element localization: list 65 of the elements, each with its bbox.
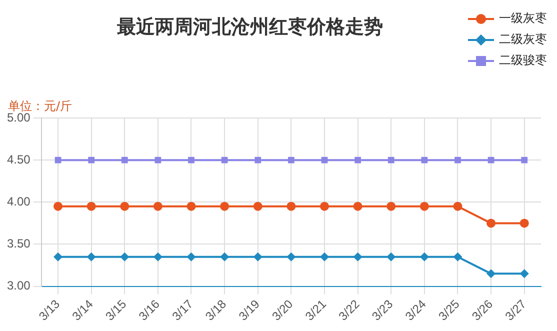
point [521,156,528,164]
point [454,156,461,164]
point [321,156,328,164]
x-tick-label: 3/21 [302,296,330,324]
point [88,156,94,164]
point [386,252,396,262]
x-tick-label: 3/24 [402,296,430,324]
point [86,202,96,211]
point [488,156,494,164]
point [353,202,362,211]
x-tick-label: 3/22 [336,296,362,324]
point [86,252,96,262]
point [320,202,329,211]
point [421,156,428,164]
y-tick-label: 3.50 [6,236,31,251]
point [186,252,196,262]
point [120,202,130,211]
x-tick-label: 3/19 [236,296,263,324]
chart-title: 最近两周河北沧州红枣价格走势 [116,15,384,40]
point [253,252,262,262]
point [54,202,63,211]
legend-label: 二级灰枣 [499,31,547,48]
point [286,202,296,211]
point [188,156,194,164]
point [520,218,529,228]
point [420,252,429,262]
legend-label: 一级灰枣 [499,10,547,27]
point [286,252,296,262]
point [54,156,62,164]
point [288,156,294,164]
x-tick-label: 3/20 [269,296,296,324]
point [453,252,462,262]
point [221,156,228,164]
point [54,252,63,262]
x-tick-label: 3/23 [369,296,396,324]
y-tick-label: 4.00 [6,194,31,208]
point [354,156,361,164]
x-tick-label: 3/18 [202,296,230,324]
point [121,156,128,164]
point [220,202,230,211]
x-tick-label: 3/13 [36,296,63,324]
y-axis-title: 单位：元/斤 [8,98,72,113]
legend-label: 二级骏枣 [499,52,547,69]
point [253,202,262,211]
point [254,156,262,164]
point [486,269,496,278]
point [320,252,329,262]
y-tick-label: 4.50 [6,152,31,166]
point [486,218,496,228]
point [153,252,162,262]
point [120,252,130,262]
point [386,202,396,211]
x-tick-label: 3/26 [469,296,496,324]
point [220,252,230,262]
point [353,252,362,262]
point [520,269,529,278]
point [186,202,196,211]
point [153,202,162,211]
point [453,202,462,211]
x-tick-label: 3/14 [69,296,96,324]
y-tick-label: 3.00 [6,278,31,293]
point [388,156,394,164]
point [420,202,429,211]
point [154,156,162,164]
x-tick-label: 3/16 [136,296,163,324]
